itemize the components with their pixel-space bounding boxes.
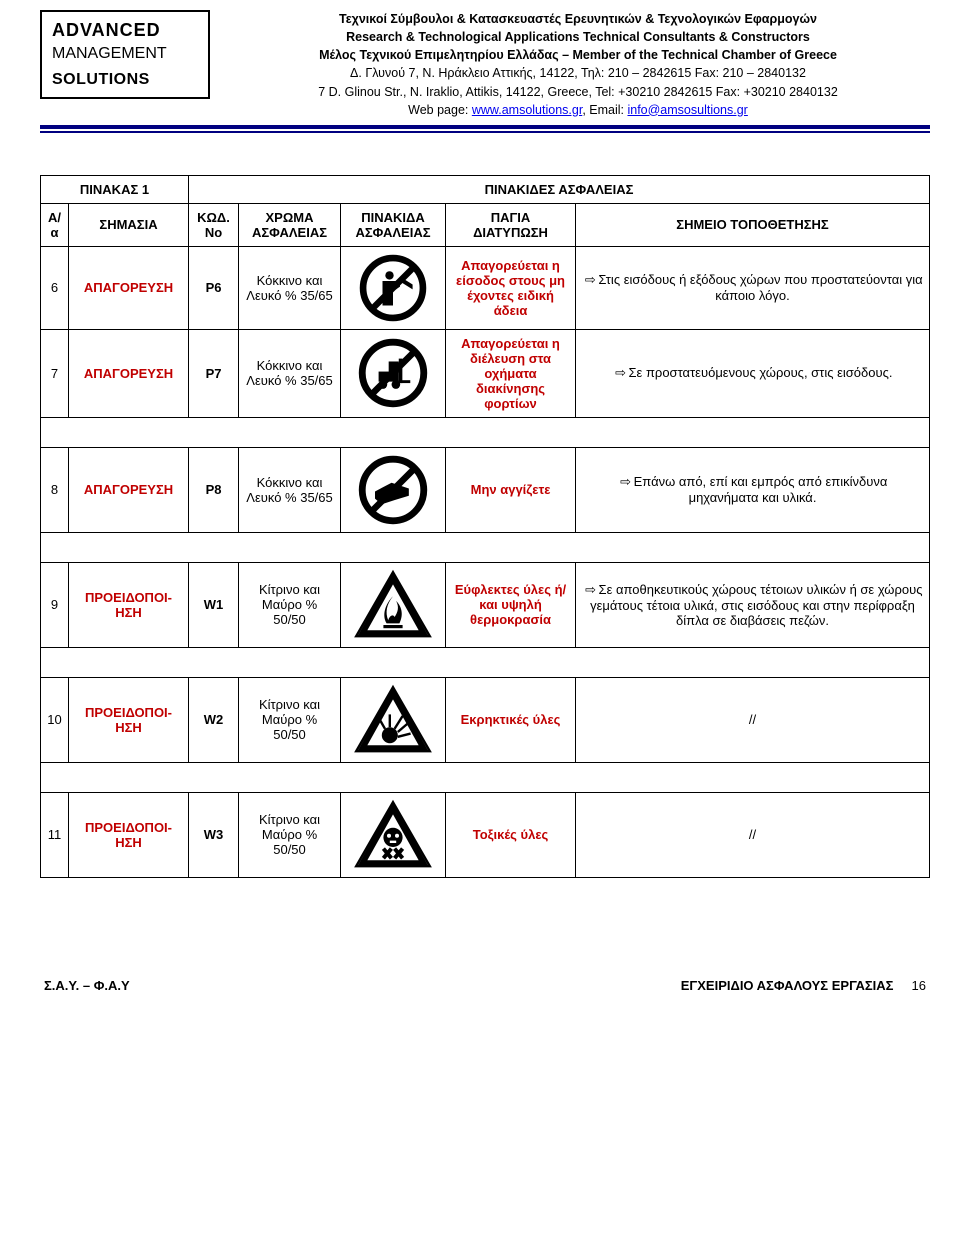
header-rule xyxy=(40,125,930,133)
spacer xyxy=(41,417,930,447)
spacer xyxy=(41,762,930,792)
hdr-sign: ΠΙΝΑΚΙΔΑ ΑΣΦΑΛΕΙΑΣ xyxy=(341,203,446,246)
document-header: ADVANCED MANAGEMENT SOLUTIONS Τεχνικοί Σ… xyxy=(40,10,930,119)
org-info: Τεχνικοί Σύμβουλοι & Κατασκευαστές Ερευν… xyxy=(226,10,930,119)
company-line2: MANAGEMENT xyxy=(52,45,198,63)
cell-diat: Απαγορεύεται η είσοδος στους μη έχοντες … xyxy=(446,246,576,329)
spacer xyxy=(41,647,930,677)
footer-page: 16 xyxy=(912,978,926,993)
hdr-loc: ΣΗΜΕΙΟ ΤΟΠΟΘΕΤΗΣΗΣ xyxy=(576,203,930,246)
table-row: 11 ΠΡΟΕΙΔΟΠΟΙ-ΗΣΗ W3 Κίτρινο και Μαύρο %… xyxy=(41,792,930,877)
cell-n: 7 xyxy=(41,329,69,417)
cell-color: Κίτρινο και Μαύρο % 50/50 xyxy=(239,562,341,647)
footer-left: Σ.Α.Υ. – Φ.Α.Υ xyxy=(44,978,130,993)
cell-n: 8 xyxy=(41,447,69,532)
org-l6-mid: , Email: xyxy=(582,103,627,117)
email-link[interactable]: info@amsosultions.gr xyxy=(627,103,747,117)
safety-signs-table: ΠΙΝΑΚΑΣ 1 ΠΙΝΑΚΙΔΕΣ ΑΣΦΑΛΕΙΑΣ Α/α ΣΗΜΑΣΙ… xyxy=(40,175,930,878)
cell-sim: ΠΡΟΕΙΔΟΠΟΙ-ΗΣΗ xyxy=(69,792,189,877)
sign-no-entry-icon xyxy=(341,246,446,329)
table-row: 9 ΠΡΟΕΙΔΟΠΟΙ-ΗΣΗ W1 Κίτρινο και Μαύρο % … xyxy=(41,562,930,647)
cell-n: 6 xyxy=(41,246,69,329)
hdr-simasia: ΣΗΜΑΣΙΑ xyxy=(69,203,189,246)
cell-loc: // xyxy=(576,677,930,762)
cell-sim: ΠΡΟΕΙΔΟΠΟΙ-ΗΣΗ xyxy=(69,677,189,762)
cell-code: P8 xyxy=(189,447,239,532)
cell-loc: ⇨Σε αποθηκευτικούς χώρους τέτοιων υλικών… xyxy=(576,562,930,647)
sign-no-forklift-icon xyxy=(341,329,446,417)
cell-diat: Τοξικές ύλες xyxy=(446,792,576,877)
cell-sim: ΑΠΑΓΟΡΕΥΣΗ xyxy=(69,447,189,532)
page-footer: Σ.Α.Υ. – Φ.Α.Υ ΕΓΧΕΙΡΙΔΙΟ ΑΣΦΑΛΟΥΣ ΕΡΓΑΣ… xyxy=(40,978,930,993)
table-row: 6 ΑΠΑΓΟΡΕΥΣΗ P6 Κόκκινο και Λευκό % 35/6… xyxy=(41,246,930,329)
loc-text: Επάνω από, επί και εμπρός από επικίνδυνα… xyxy=(634,474,888,505)
spacer xyxy=(41,532,930,562)
sign-flammable-icon xyxy=(341,562,446,647)
cell-color: Κόκκινο και Λευκό % 35/65 xyxy=(239,447,341,532)
hdr-code: ΚΩΔ. No xyxy=(189,203,239,246)
cell-diat: Απαγορεύεται η διέλευση στα οχήματα διακ… xyxy=(446,329,576,417)
cell-code: W1 xyxy=(189,562,239,647)
cell-sim: ΑΠΑΓΟΡΕΥΣΗ xyxy=(69,246,189,329)
table-title-right: ΠΙΝΑΚΙΔΕΣ ΑΣΦΑΛΕΙΑΣ xyxy=(189,175,930,203)
cell-diat: Εκρηκτικές ύλες xyxy=(446,677,576,762)
footer-right-wrap: ΕΓΧΕΙΡΙΔΙΟ ΑΣΦΑΛΟΥΣ ΕΡΓΑΣΙΑΣ 16 xyxy=(681,978,926,993)
cell-loc: ⇨Σε προστατευόμενους χώρους, στις εισόδο… xyxy=(576,329,930,417)
cell-color: Κόκκινο και Λευκό % 35/65 xyxy=(239,246,341,329)
hdr-aa: Α/α xyxy=(41,203,69,246)
org-l4: Δ. Γλυνού 7, Ν. Ηράκλειο Αττικής, 14122,… xyxy=(226,64,930,82)
org-l6: Web page: www.amsolutions.gr, Email: inf… xyxy=(226,101,930,119)
sign-toxic-icon xyxy=(341,792,446,877)
table-row: 7 ΑΠΑΓΟΡΕΥΣΗ P7 Κόκκινο και Λευκό % 35/6… xyxy=(41,329,930,417)
org-l6-pre: Web page: xyxy=(408,103,472,117)
cell-n: 9 xyxy=(41,562,69,647)
cell-sim: ΑΠΑΓΟΡΕΥΣΗ xyxy=(69,329,189,417)
cell-diat: Μην αγγίζετε xyxy=(446,447,576,532)
company-line3: SOLUTIONS xyxy=(52,71,198,89)
table-title-left: ΠΙΝΑΚΑΣ 1 xyxy=(41,175,189,203)
cell-loc: ⇨Στις εισόδους ή εξόδους χώρων που προστ… xyxy=(576,246,930,329)
cell-sim: ΠΡΟΕΙΔΟΠΟΙ-ΗΣΗ xyxy=(69,562,189,647)
loc-text: Σε προστατευόμενους χώρους, στις εισόδου… xyxy=(629,365,893,380)
cell-n: 11 xyxy=(41,792,69,877)
hdr-color: ΧΡΩΜΑ ΑΣΦΑΛΕΙΑΣ xyxy=(239,203,341,246)
cell-loc: // xyxy=(576,792,930,877)
cell-code: W3 xyxy=(189,792,239,877)
cell-code: P6 xyxy=(189,246,239,329)
company-line1: ADVANCED xyxy=(52,20,198,41)
company-logo-box: ADVANCED MANAGEMENT SOLUTIONS xyxy=(40,10,210,99)
loc-text: Σε αποθηκευτικούς χώρους τέτοιων υλικών … xyxy=(590,582,922,628)
table-row: 8 ΑΠΑΓΟΡΕΥΣΗ P8 Κόκκινο και Λευκό % 35/6… xyxy=(41,447,930,532)
org-l1: Τεχνικοί Σύμβουλοι & Κατασκευαστές Ερευν… xyxy=(226,10,930,28)
cell-color: Κόκκινο και Λευκό % 35/65 xyxy=(239,329,341,417)
org-l3: Μέλος Τεχνικού Επιμελητηρίου Ελλάδας – M… xyxy=(226,46,930,64)
cell-color: Κίτρινο και Μαύρο % 50/50 xyxy=(239,677,341,762)
cell-code: W2 xyxy=(189,677,239,762)
footer-right: ΕΓΧΕΙΡΙΔΙΟ ΑΣΦΑΛΟΥΣ ΕΡΓΑΣΙΑΣ xyxy=(681,978,894,993)
cell-code: P7 xyxy=(189,329,239,417)
cell-n: 10 xyxy=(41,677,69,762)
web-link[interactable]: www.amsolutions.gr xyxy=(472,103,582,117)
sign-explosive-icon xyxy=(341,677,446,762)
sign-no-touch-icon xyxy=(341,447,446,532)
org-l5: 7 D. Glinou Str., N. Iraklio, Attikis, 1… xyxy=(226,83,930,101)
table-header-row: Α/α ΣΗΜΑΣΙΑ ΚΩΔ. No ΧΡΩΜΑ ΑΣΦΑΛΕΙΑΣ ΠΙΝΑ… xyxy=(41,203,930,246)
hdr-diat: ΠΑΓΙΑ ΔΙΑΤΥΠΩΣΗ xyxy=(446,203,576,246)
cell-color: Κίτρινο και Μαύρο % 50/50 xyxy=(239,792,341,877)
org-l2: Research & Technological Applications Te… xyxy=(226,28,930,46)
table-title-row: ΠΙΝΑΚΑΣ 1 ΠΙΝΑΚΙΔΕΣ ΑΣΦΑΛΕΙΑΣ xyxy=(41,175,930,203)
table-row: 10 ΠΡΟΕΙΔΟΠΟΙ-ΗΣΗ W2 Κίτρινο και Μαύρο %… xyxy=(41,677,930,762)
cell-diat: Εύφλεκτες ύλες ή/και υψηλή θερμοκρασία xyxy=(446,562,576,647)
loc-text: Στις εισόδους ή εξόδους χώρων που προστα… xyxy=(598,272,922,303)
cell-loc: ⇨Επάνω από, επί και εμπρός από επικίνδυν… xyxy=(576,447,930,532)
